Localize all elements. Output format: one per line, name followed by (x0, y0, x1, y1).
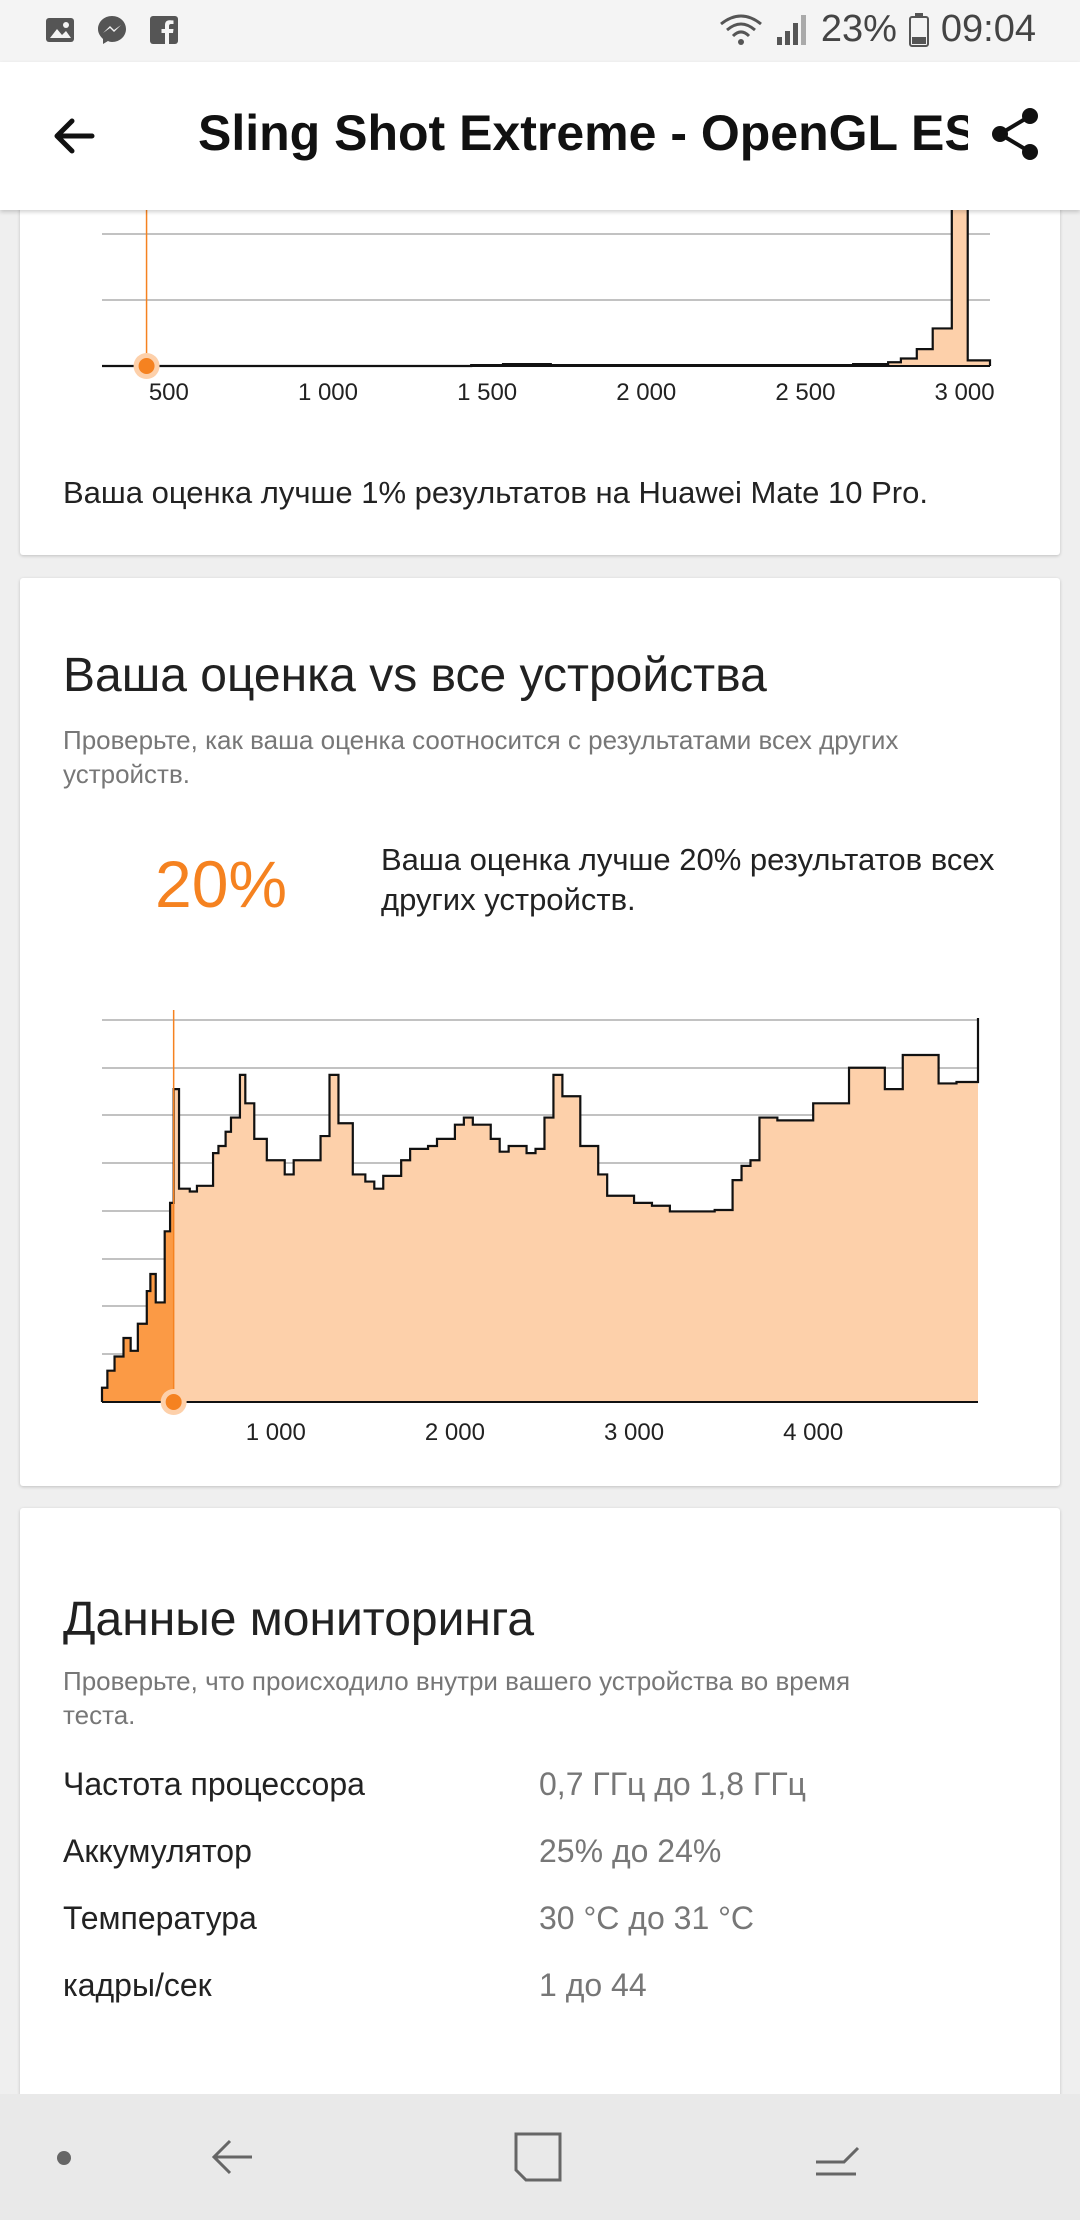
monitoring-value: 25% до 24% (539, 1833, 722, 1869)
x-tick-label: 3 000 (935, 379, 995, 406)
split-screen-icon[interactable] (814, 2134, 860, 2180)
monitoring-row-temperature: Температура 30 °C до 31 °C (63, 1900, 1023, 1940)
monitoring-row-battery: Аккумулятор 25% до 24% (63, 1833, 1023, 1873)
messenger-icon (98, 16, 126, 44)
x-tick-label: 1 500 (457, 379, 517, 406)
your-score-marker (138, 358, 155, 374)
share-icon[interactable] (988, 106, 1044, 162)
monitoring-title: Данные мониторинга (63, 1593, 535, 1646)
facebook-icon (150, 16, 178, 44)
your-score-marker (165, 1394, 182, 1410)
x-tick-label: 4 000 (783, 1419, 843, 1446)
device-score-chart: 500 1 000 1 500 2 000 2 500 3 000 (102, 150, 995, 406)
device-comparison-card: 500 1 000 1 500 2 000 2 500 3 000 Ваша оценка… (20, 150, 1060, 555)
distribution-area (102, 1018, 978, 1402)
your-score-area (102, 1089, 174, 1402)
status-icons-right: 23% 09:04 (719, 8, 1036, 51)
clock: 09:04 (940, 8, 1036, 50)
x-tick-label: 1 000 (246, 1419, 306, 1446)
x-tick-label: 1 000 (298, 379, 358, 406)
arrow-left-icon[interactable] (50, 112, 98, 160)
monitoring-label: Частота процессора (63, 1766, 365, 1802)
monitoring-value: 30 °C до 31 °C (539, 1900, 755, 1936)
monitoring-value: 0,7 ГГц до 1,8 ГГц (539, 1766, 806, 1802)
wifi-icon (719, 14, 762, 45)
x-tick-label: 2 500 (775, 379, 835, 406)
all-devices-subtitle: Проверьте, как ваша оценка соотносится с… (63, 725, 899, 789)
monitoring-value: 1 до 44 (539, 1967, 647, 2003)
device-comparison-text: Ваша оценка лучше 1% результатов на Huaw… (63, 475, 928, 510)
monitoring-label: Температура (63, 1900, 257, 1936)
monitoring-subtitle: Проверьте, что происходило внутри вашего… (63, 1666, 851, 1730)
monitoring-label: кадры/сек (63, 1967, 212, 2003)
image-icon (46, 18, 74, 42)
x-tick-label: 2 000 (425, 1419, 485, 1446)
percentile-value: 20% (155, 847, 288, 921)
status-icons-left (44, 14, 180, 46)
all-devices-card: Ваша оценка vs все устройства Проверьте,… (20, 578, 1060, 1486)
battery-percent: 23% (820, 8, 897, 50)
dot-icon[interactable] (56, 2150, 72, 2166)
monitoring-row-fps: кадры/сек 1 до 44 (63, 1967, 1023, 2007)
x-tick-label: 500 (149, 379, 189, 406)
status-bar: 23% 09:04 (0, 0, 1080, 62)
app-bar: Sling Shot Extreme - OpenGL ES 3.1 (0, 62, 1080, 210)
monitoring-label: Аккумулятор (63, 1833, 252, 1869)
percentile-text: Ваша оценка лучше 20% результатов всех д… (381, 842, 995, 917)
back-nav-icon[interactable] (210, 2132, 258, 2182)
x-tick-label: 3 000 (604, 1419, 664, 1446)
signal-icon (776, 14, 806, 45)
all-devices-score-chart: 1 000 2 000 3 000 4 000 (100, 1010, 980, 1446)
monitoring-row-cpu: Частота процессора 0,7 ГГц до 1,8 ГГц (63, 1766, 1023, 1806)
battery-icon (908, 12, 929, 47)
recents-icon[interactable] (512, 2130, 564, 2184)
x-tick-label: 2 000 (616, 379, 676, 406)
navigation-bar (0, 2094, 1080, 2220)
all-devices-title: Ваша оценка vs все устройства (63, 649, 767, 702)
page-title: Sling Shot Extreme - OpenGL ES 3.1 (198, 105, 968, 161)
